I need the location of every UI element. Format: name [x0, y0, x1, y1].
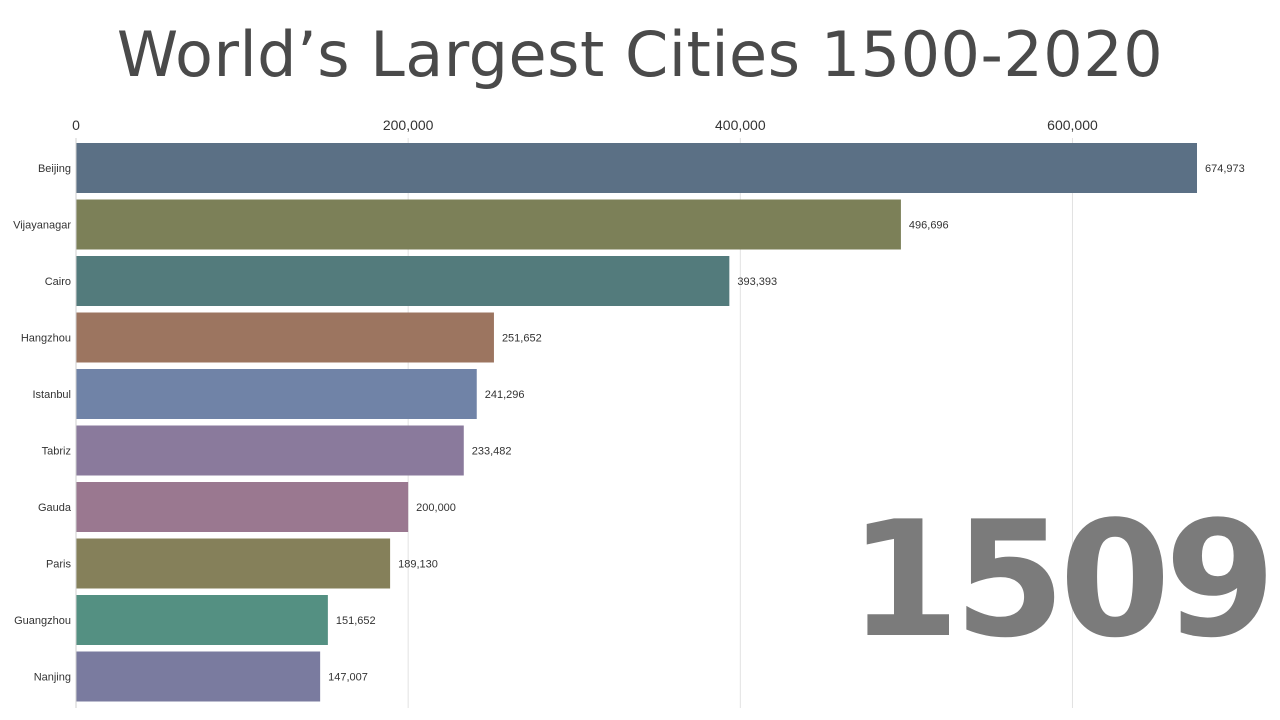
value-label: 151,652 [336, 615, 376, 627]
bar [76, 369, 477, 419]
bar [76, 482, 409, 532]
x-tick-label: 400,000 [715, 117, 766, 133]
bar [76, 651, 321, 702]
value-label: 189,130 [398, 559, 438, 571]
value-label: 147,007 [328, 672, 368, 684]
category-label: Vijayanagar [13, 220, 71, 232]
category-label: Nanjing [34, 672, 71, 684]
value-label: 200,000 [416, 502, 456, 514]
category-label: Gauda [38, 502, 72, 514]
category-label: Istanbul [32, 389, 71, 401]
bar [76, 143, 1197, 193]
value-label: 233,482 [472, 446, 512, 458]
chart-title: World’s Largest Cities 1500-2020 [116, 18, 1164, 91]
x-tick-label: 200,000 [383, 117, 434, 133]
category-label: Guangzhou [14, 615, 71, 627]
value-label: 251,652 [502, 333, 542, 345]
value-label: 393,393 [737, 276, 777, 288]
bar [76, 199, 901, 250]
bar [76, 425, 464, 476]
bar [76, 538, 391, 589]
category-label: Cairo [45, 276, 71, 288]
category-label: Hangzhou [21, 333, 71, 345]
x-tick-label: 0 [72, 117, 80, 133]
bar [76, 595, 328, 645]
year-label: 1509 [848, 486, 1276, 673]
bar [76, 256, 730, 306]
value-label: 496,696 [909, 220, 949, 232]
value-label: 241,296 [485, 389, 525, 401]
category-label: Tabriz [42, 446, 71, 458]
category-label: Paris [46, 559, 72, 571]
bar [76, 312, 494, 363]
x-tick-label: 600,000 [1047, 117, 1098, 133]
value-label: 674,973 [1205, 163, 1245, 175]
category-label: Beijing [38, 163, 71, 175]
